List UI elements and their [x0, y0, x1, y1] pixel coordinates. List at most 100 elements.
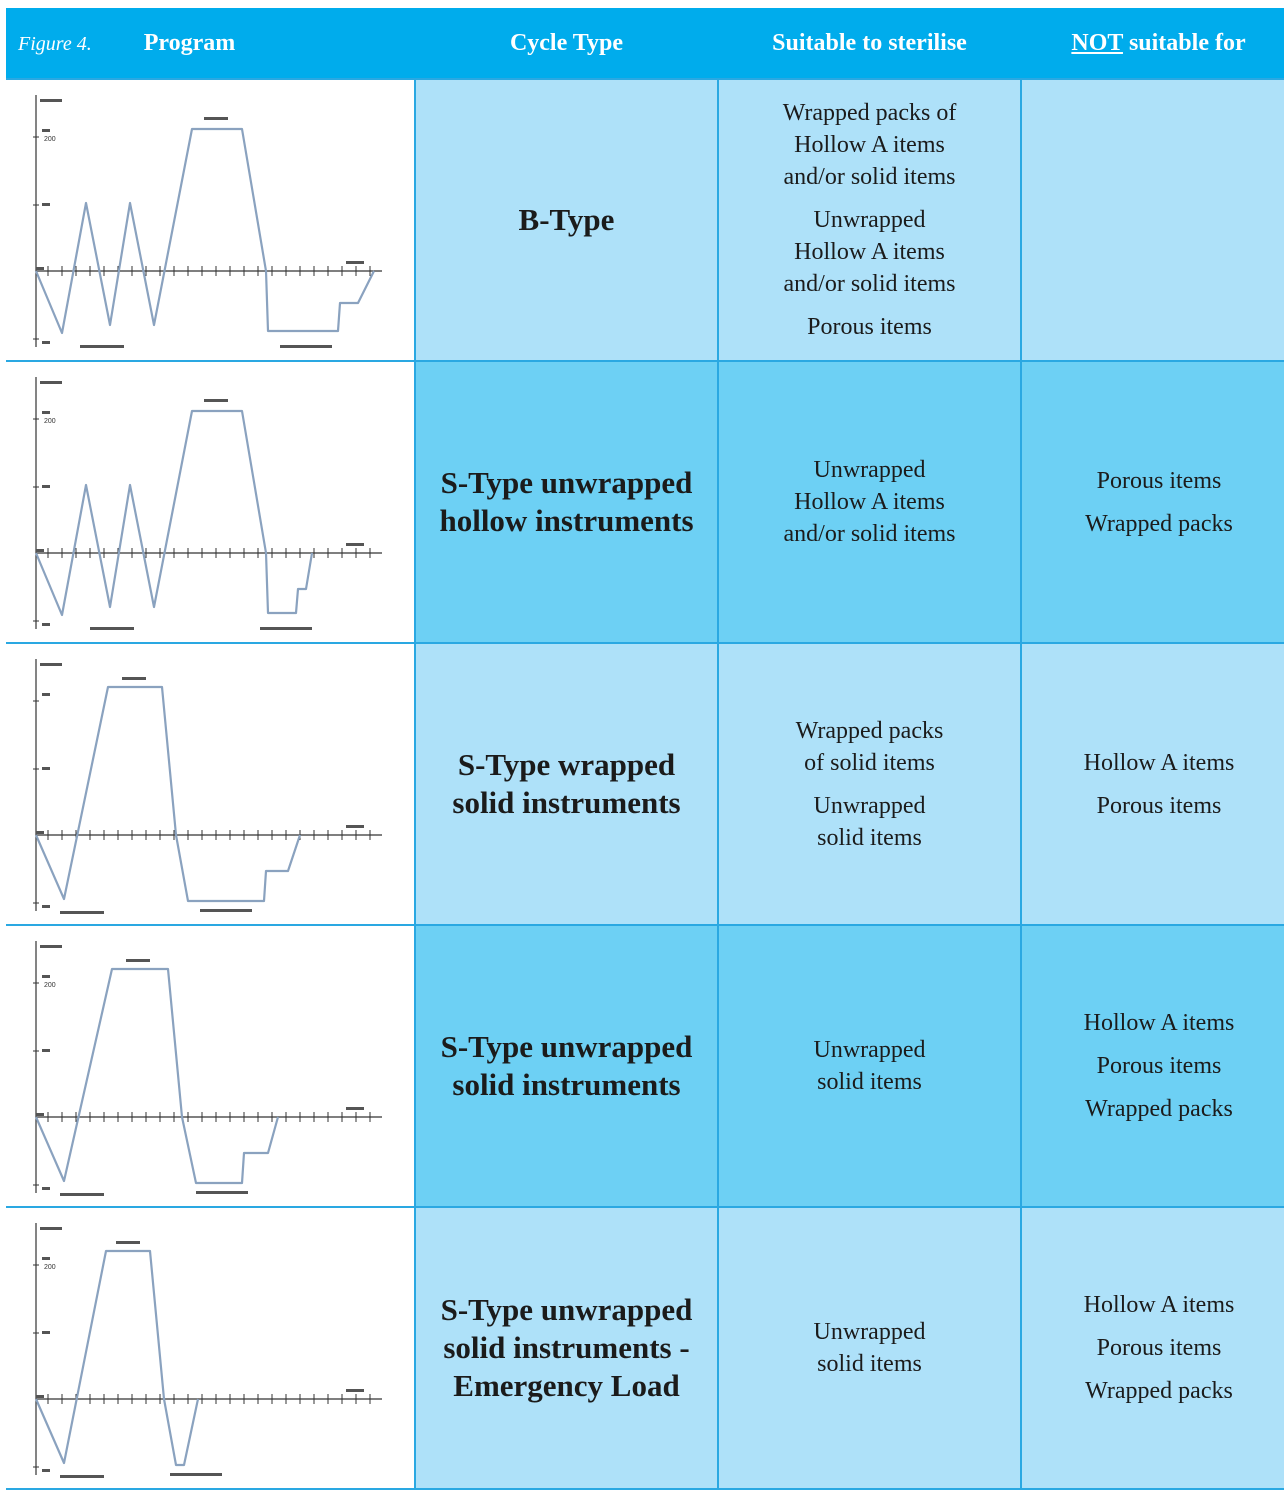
pressure-profile-line: [34, 409, 314, 617]
graph-label-mark: [170, 1473, 222, 1476]
cycle-type-label: S-Type unwrapped solid instruments: [440, 1029, 693, 1102]
graph-label-mark: [42, 693, 50, 696]
cycle-pressure-graph: 200: [33, 95, 382, 348]
graph-label-mark: [116, 1241, 140, 1244]
cycle-pressure-graph: 200: [33, 1223, 382, 1478]
not-suitable-cell: Hollow A items Porous items Wrapped packs: [1020, 924, 1284, 1208]
graph-label-mark: [260, 627, 312, 630]
table-body: 200 B-Type Wrapped packs of Hollow A items…: [6, 78, 1284, 1490]
pressure-profile-line: [34, 127, 375, 335]
not-suitable-item: Wrapped packs: [1085, 1378, 1233, 1404]
not-suitable-item: Hollow A items: [1083, 1010, 1235, 1036]
graph-label-mark: [60, 1475, 104, 1478]
not-suitable-item: Porous items: [1096, 792, 1222, 819]
not-suitable-item: Hollow A items: [1083, 1292, 1235, 1318]
graph-label-mark: [60, 911, 104, 914]
graph-label-mark: [80, 345, 124, 348]
header-not-suitable: NOT suitable for: [1021, 8, 1284, 79]
graph-label-mark: [204, 117, 228, 120]
graph-label-mark: [36, 549, 44, 552]
suitable-cell: Unwrapped solid items: [717, 1206, 1022, 1490]
graph-label-mark: [40, 945, 62, 948]
not-suitable-item: Hollow A items: [1083, 749, 1235, 776]
cycle-type-cell: S-Type wrapped solid instruments: [414, 642, 719, 926]
suitable-item: Unwrapped Hollow A items and/or solid it…: [783, 457, 956, 547]
sterilisation-cycle-table: Figure 4. Program Cycle Type Suitable to …: [6, 8, 1284, 1490]
graph-tick-label: 200: [44, 418, 56, 425]
header-cycle-type: Cycle Type: [415, 8, 718, 79]
graph-label-mark: [42, 1257, 50, 1260]
table-row: 200 S-Type unwrapped solid instruments Unw…: [6, 924, 1284, 1208]
cycle-type-cell: S-Type unwrapped solid instruments - Eme…: [414, 1206, 719, 1490]
graph-label-mark: [200, 909, 252, 912]
cycle-type-label: S-Type unwrapped solid instruments - Eme…: [440, 1292, 693, 1403]
graph-label-mark: [204, 399, 228, 402]
cycle-type-cell: S-Type unwrapped solid instruments: [414, 924, 719, 1208]
table-row: 200 S-Type unwrapped hollow instruments Un…: [6, 360, 1284, 644]
graph-label-mark: [36, 267, 44, 270]
cycle-type-label: S-Type unwrapped hollow instruments: [439, 465, 694, 538]
cycle-pressure-graph: [33, 659, 382, 914]
not-suitable-cell: Hollow A items Porous items Wrapped packs: [1020, 1206, 1284, 1490]
program-graph-cell: 200: [6, 360, 416, 644]
graph-label-mark: [90, 627, 134, 630]
suitable-item: Porous items: [807, 314, 932, 340]
graph-label-mark: [42, 485, 50, 488]
graph-label-mark: [346, 1389, 364, 1392]
not-suitable-item: Porous items: [1096, 1335, 1222, 1361]
pressure-profile-line: [34, 1249, 200, 1467]
graph-label-mark: [346, 1107, 364, 1110]
graph-label-mark: [42, 767, 50, 770]
graph-label-mark: [346, 825, 364, 828]
table-row: 200 S-Type unwrapped solid instruments - …: [6, 1206, 1284, 1490]
not-suitable-cell: [1020, 78, 1284, 362]
program-graph-cell: 200: [6, 1206, 416, 1490]
cycle-pressure-graph: 200: [33, 377, 382, 630]
graph-label-mark: [42, 1187, 50, 1190]
graph-label-mark: [126, 959, 150, 962]
suitable-cell: Wrapped packs of solid items Unwrapped so…: [717, 642, 1022, 926]
graph-label-mark: [36, 1395, 44, 1398]
graph-tick-label: 200: [44, 1264, 56, 1271]
suitable-item: Unwrapped solid items: [813, 1319, 926, 1377]
graph-label-mark: [36, 831, 44, 834]
pressure-profile-line: [34, 967, 280, 1185]
graph-label-mark: [42, 623, 50, 626]
program-graph-cell: [6, 642, 416, 926]
header-not-rest: suitable for: [1122, 29, 1246, 56]
header-row: Figure 4. Program Cycle Type Suitable to …: [6, 8, 1284, 79]
suitable-item: Unwrapped solid items: [813, 792, 926, 851]
graph-label-mark: [42, 1331, 50, 1334]
header-suitable: Suitable to sterilise: [718, 8, 1021, 79]
graph-label-mark: [42, 411, 50, 414]
graph-label-mark: [122, 677, 146, 680]
table-row: 200 B-Type Wrapped packs of Hollow A items…: [6, 78, 1284, 362]
not-suitable-item: Wrapped packs: [1085, 1096, 1233, 1122]
suitable-cell: Unwrapped Hollow A items and/or solid it…: [717, 360, 1022, 644]
not-suitable-cell: Hollow A items Porous items: [1020, 642, 1284, 926]
graph-label-mark: [196, 1191, 248, 1194]
graph-label-mark: [346, 261, 364, 264]
cycle-type-label: S-Type wrapped solid instruments: [452, 747, 681, 820]
pressure-profile-line: [34, 685, 302, 903]
graph-label-mark: [40, 99, 62, 102]
suitable-cell: Unwrapped solid items: [717, 924, 1022, 1208]
graph-label-mark: [42, 203, 50, 206]
table-row: S-Type wrapped solid instruments Wrapped …: [6, 642, 1284, 926]
graph-label-mark: [42, 1469, 50, 1472]
suitable-item: Unwrapped solid items: [813, 1037, 926, 1095]
suitable-cell: Wrapped packs of Hollow A items and/or s…: [717, 78, 1022, 362]
header-program: Figure 4. Program: [6, 8, 415, 79]
not-suitable-item: Porous items: [1096, 467, 1222, 494]
graph-tick-label: 200: [44, 136, 56, 143]
graph-label-mark: [346, 543, 364, 546]
cycle-type-cell: B-Type: [414, 78, 719, 362]
graph-tick-label: 200: [44, 982, 56, 989]
not-suitable-item: Porous items: [1096, 1053, 1222, 1079]
cycle-pressure-graph: 200: [33, 941, 382, 1196]
graph-label-mark: [36, 1113, 44, 1116]
graph-label-mark: [280, 345, 332, 348]
graph-label-mark: [42, 341, 50, 344]
graph-label-mark: [60, 1193, 104, 1196]
